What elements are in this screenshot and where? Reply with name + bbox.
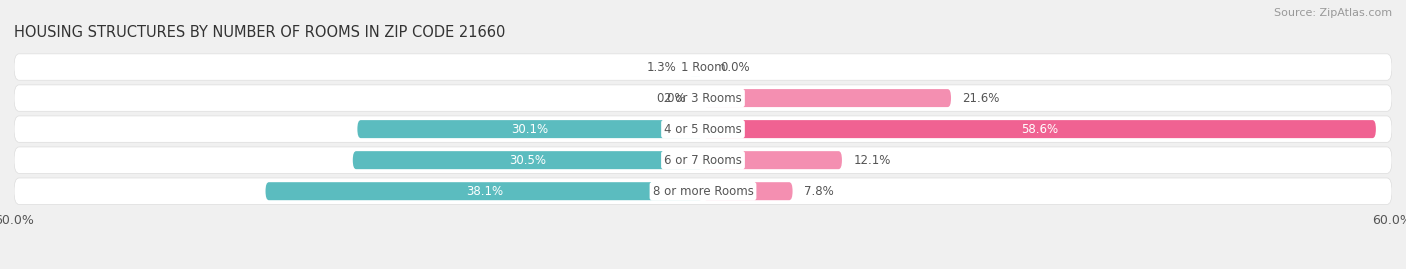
- FancyBboxPatch shape: [703, 89, 950, 107]
- FancyBboxPatch shape: [703, 120, 1376, 138]
- Text: Source: ZipAtlas.com: Source: ZipAtlas.com: [1274, 8, 1392, 18]
- Text: 30.5%: 30.5%: [509, 154, 547, 167]
- Text: 30.1%: 30.1%: [512, 123, 548, 136]
- Text: 12.1%: 12.1%: [853, 154, 891, 167]
- FancyBboxPatch shape: [703, 182, 793, 200]
- Text: 6 or 7 Rooms: 6 or 7 Rooms: [664, 154, 742, 167]
- Text: 0.0%: 0.0%: [720, 61, 749, 73]
- Text: 2 or 3 Rooms: 2 or 3 Rooms: [664, 91, 742, 105]
- FancyBboxPatch shape: [14, 54, 1392, 80]
- FancyBboxPatch shape: [14, 178, 1392, 204]
- Text: HOUSING STRUCTURES BY NUMBER OF ROOMS IN ZIP CODE 21660: HOUSING STRUCTURES BY NUMBER OF ROOMS IN…: [14, 25, 505, 40]
- Text: 58.6%: 58.6%: [1021, 123, 1057, 136]
- FancyBboxPatch shape: [353, 151, 703, 169]
- FancyBboxPatch shape: [14, 116, 1392, 142]
- FancyBboxPatch shape: [14, 85, 1392, 111]
- Text: 38.1%: 38.1%: [465, 185, 503, 198]
- Text: 0.0%: 0.0%: [657, 91, 686, 105]
- Text: 21.6%: 21.6%: [963, 91, 1000, 105]
- FancyBboxPatch shape: [703, 151, 842, 169]
- Legend: Owner-occupied, Renter-occupied: Owner-occupied, Renter-occupied: [569, 264, 837, 269]
- Text: 4 or 5 Rooms: 4 or 5 Rooms: [664, 123, 742, 136]
- Text: 1 Room: 1 Room: [681, 61, 725, 73]
- FancyBboxPatch shape: [357, 120, 703, 138]
- FancyBboxPatch shape: [688, 58, 703, 76]
- FancyBboxPatch shape: [266, 182, 703, 200]
- Text: 8 or more Rooms: 8 or more Rooms: [652, 185, 754, 198]
- Text: 1.3%: 1.3%: [647, 61, 676, 73]
- FancyBboxPatch shape: [14, 147, 1392, 173]
- Text: 7.8%: 7.8%: [804, 185, 834, 198]
